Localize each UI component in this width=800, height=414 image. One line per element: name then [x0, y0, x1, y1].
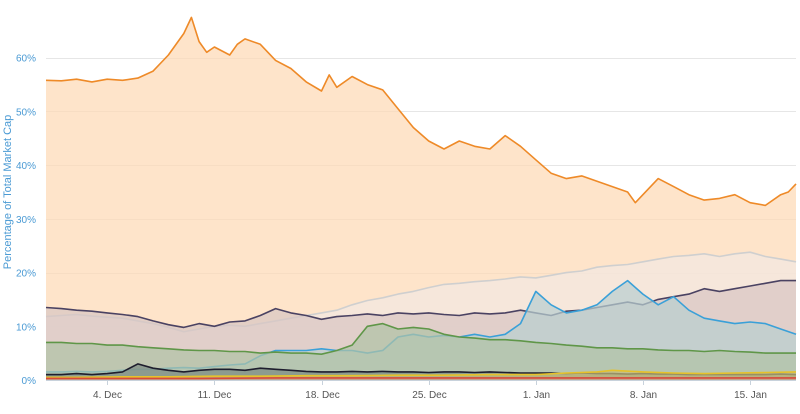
y-tick-label: 50% [16, 107, 36, 118]
y-tick-label: 30% [16, 215, 36, 226]
x-tick-label: 25. Dec [412, 390, 446, 401]
x-tick-label: 15. Jan [734, 390, 767, 401]
x-tick-label: 8. Jan [630, 390, 657, 401]
y-tick-label: 40% [16, 161, 36, 172]
x-tick-label: 1. Jan [523, 390, 550, 401]
series-8-line [46, 378, 796, 379]
y-axis-label: Percentage of Total Market Cap [2, 115, 14, 270]
x-tick-label: 18. Dec [305, 390, 339, 401]
series-layer [46, 17, 796, 380]
y-tick-labels: 0% 10% 20% 30% 40% 50% 60% [16, 54, 36, 387]
x-tick-label: 11. Dec [198, 390, 232, 401]
x-tick-label: 4. Dec [93, 390, 122, 401]
y-tick-label: 60% [16, 54, 36, 65]
y-tick-label: 20% [16, 269, 36, 280]
x-tick-labels: 4. Dec 11. Dec 18. Dec 25. Dec 1. Jan 8. Jan 1… [93, 380, 767, 401]
y-tick-label: 10% [16, 322, 36, 333]
y-tick-label: 0% [22, 376, 37, 387]
